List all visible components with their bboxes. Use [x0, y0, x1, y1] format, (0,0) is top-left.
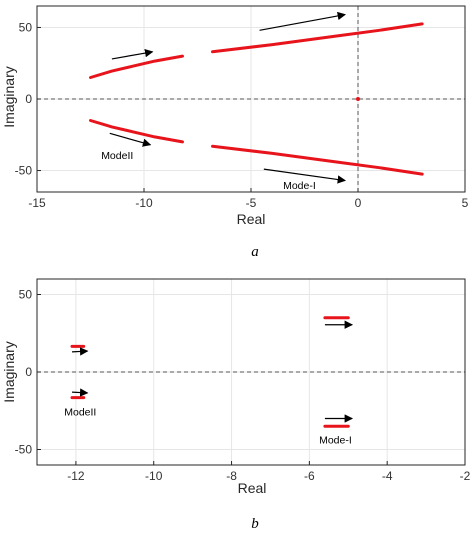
panel-a-series-3: [211, 144, 424, 176]
panel-a-xtick-label-2: -5: [246, 196, 257, 210]
panel-b-arrow-0: [71, 347, 89, 356]
panel-b-plot: -12 -10 -8 -6 -4 -2 -50 0 50 ModeII Mode-I: [15, 278, 471, 483]
panel-a: Real Imaginary a: [1, 66, 265, 260]
panel-b-ylabel: Imaginary: [1, 341, 17, 402]
panel-a-arrow-3: [263, 168, 346, 184]
panel-a-ytick-label-0: -50: [15, 164, 33, 178]
panel-a-annotation-1: Mode-I: [283, 180, 316, 192]
panel-a-caption: a: [251, 244, 259, 260]
panel-a-xtick-label-1: -10: [135, 196, 153, 210]
panel-a-ylabel: Imaginary: [1, 66, 17, 127]
panel-a-series-0: [89, 54, 184, 79]
panel-b-ytick-label-2: 50: [19, 288, 33, 302]
panel-a-annotation-0: ModeII: [101, 150, 133, 162]
panel-b-xtick-label-4: -4: [382, 469, 393, 483]
panel-a-xlabel: Real: [237, 211, 266, 227]
panel-b-annotation-1: Mode-I: [319, 434, 352, 446]
panel-b-caption: b: [251, 516, 259, 532]
panel-b: Real Imaginary b: [1, 341, 266, 532]
panel-b-xtick-label-3: -6: [304, 469, 315, 483]
panel-a-series-2: [211, 22, 424, 54]
panel-b-xtick-label-1: -10: [145, 469, 163, 483]
panel-a-xtick-label-3: 0: [355, 196, 362, 210]
panel-a-ytick-label-1: 0: [25, 92, 32, 106]
panel-a-ytick-label-2: 50: [19, 20, 33, 34]
panel-a-series-1: [89, 119, 184, 144]
panel-b-xtick-label-5: -2: [460, 469, 471, 483]
panel-a-arrow-2: [259, 11, 346, 31]
panel-b-xlabel: Real: [238, 480, 267, 496]
panel-a-arrow-0: [111, 48, 154, 60]
panel-b-xtick-label-0: -12: [67, 469, 85, 483]
panel-b-ytick-label-0: -50: [15, 443, 33, 457]
panel-b-annotation-0: ModeII: [64, 406, 96, 418]
panel-b-ytick-label-1: 0: [25, 365, 32, 379]
panel-b-xtick-label-2: -8: [226, 469, 237, 483]
panel-a-xtick-label-4: 5: [462, 196, 469, 210]
panel-a-xtick-label-0: -15: [28, 196, 46, 210]
panel-a-point-0: [356, 97, 360, 101]
panel-b-arrow-1: [71, 388, 89, 397]
panel-a-arrow-1: [109, 132, 152, 147]
